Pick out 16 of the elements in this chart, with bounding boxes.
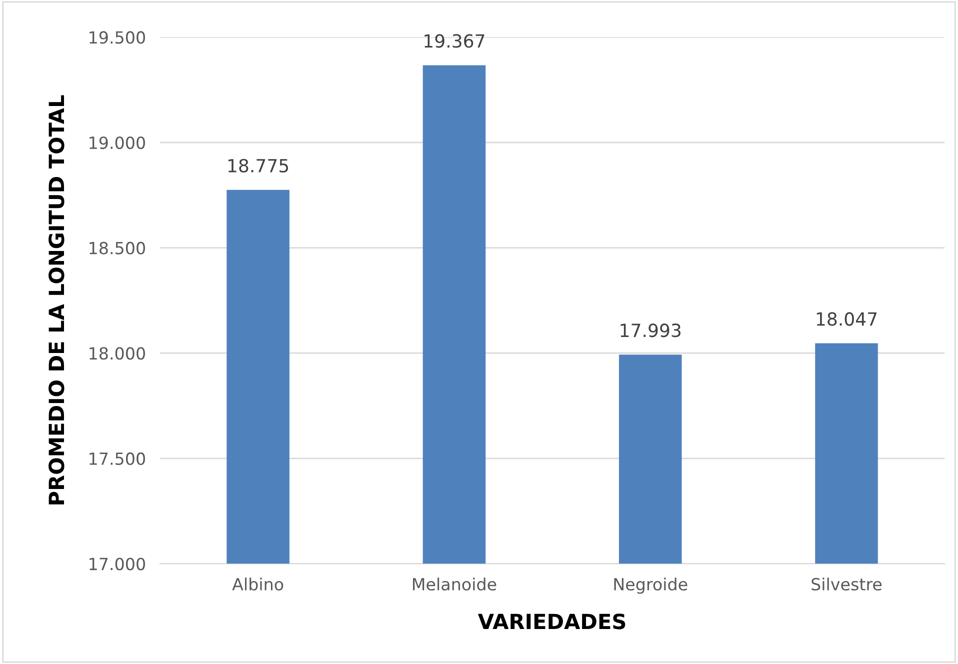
x-tick-label: Albino [232, 578, 284, 591]
y-tick-label: 17.000 [90, 558, 145, 570]
data-label: 17.993 [620, 324, 681, 338]
data-label: 19.367 [424, 34, 484, 48]
y-tick-label: 17.500 [90, 452, 145, 465]
data-label: 18.047 [816, 312, 877, 326]
data-label: 18.775 [228, 158, 288, 172]
x-tick-label: Silvestre [812, 578, 882, 591]
y-tick-label: 19.000 [90, 136, 145, 150]
y-tick-label: 18.000 [90, 347, 145, 360]
x-axis-title: VARIEDADES [478, 614, 626, 630]
y-tick-label: 19.500 [90, 31, 145, 44]
y-axis-title: PROMEDIO DE LA LONGITUD TOTAL [48, 95, 64, 504]
x-tick-label: Negroide [614, 578, 688, 594]
x-tick-label: Melanoide [412, 578, 496, 591]
y-tick-label: 18.500 [90, 242, 145, 254]
